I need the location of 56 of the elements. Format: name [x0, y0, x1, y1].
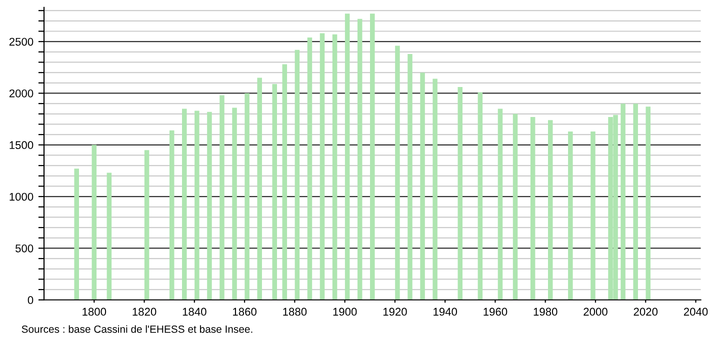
bar — [220, 95, 224, 300]
x-tick-label: 2040 — [684, 308, 708, 316]
bar — [194, 110, 200, 300]
bar — [320, 33, 325, 300]
bar — [182, 108, 187, 300]
bar — [207, 112, 212, 300]
bar — [530, 117, 536, 300]
y-tick-label: 500 — [16, 244, 34, 252]
y-tick-label: 0 — [28, 296, 34, 304]
bar — [282, 64, 288, 300]
bar — [74, 168, 79, 300]
bar — [272, 84, 278, 300]
x-tick-label: 1960 — [484, 308, 508, 316]
bar — [620, 104, 626, 300]
bar — [395, 46, 400, 300]
bar — [432, 78, 438, 300]
bar — [408, 54, 412, 300]
bar — [357, 18, 362, 300]
bar — [512, 114, 518, 300]
source-note: Sources : base Cassini de l'EHESS et base Insee. — [22, 325, 252, 333]
bar — [244, 93, 250, 300]
x-tick-label: 1860 — [233, 308, 256, 316]
bar — [257, 78, 262, 300]
x-tick-label: 1920 — [383, 308, 407, 316]
bar — [232, 108, 237, 300]
x-tick-label: 1880 — [283, 308, 307, 316]
bar — [633, 104, 638, 300]
x-tick-label: 1820 — [132, 308, 156, 316]
x-tick-label: 1800 — [82, 308, 106, 316]
bar — [420, 72, 425, 300]
bar — [478, 92, 483, 300]
bar — [498, 108, 503, 300]
x-tick-label: 2000 — [584, 308, 608, 316]
bar — [92, 144, 97, 300]
bar — [646, 106, 651, 300]
bar — [332, 34, 338, 300]
bar — [294, 50, 300, 300]
bar — [590, 131, 596, 300]
bar — [307, 37, 312, 300]
y-tick-label: 1500 — [10, 141, 34, 150]
x-tick-label: 1940 — [434, 308, 458, 316]
y-tick-label: 2500 — [9, 38, 34, 46]
x-tick-label: 2020 — [634, 308, 658, 316]
y-tick-label: 1000 — [10, 192, 34, 201]
bar — [548, 120, 553, 300]
x-tick-label: 1980 — [534, 308, 558, 316]
bar — [169, 130, 174, 300]
bar — [370, 14, 375, 300]
bar — [344, 14, 350, 300]
x-tick-label: 1840 — [182, 308, 206, 316]
bar — [458, 87, 463, 300]
y-tick-label: 2000 — [9, 90, 34, 98]
bar — [144, 150, 150, 300]
bar — [568, 131, 573, 300]
bar — [106, 172, 112, 300]
x-tick-label: 1900 — [333, 308, 357, 316]
